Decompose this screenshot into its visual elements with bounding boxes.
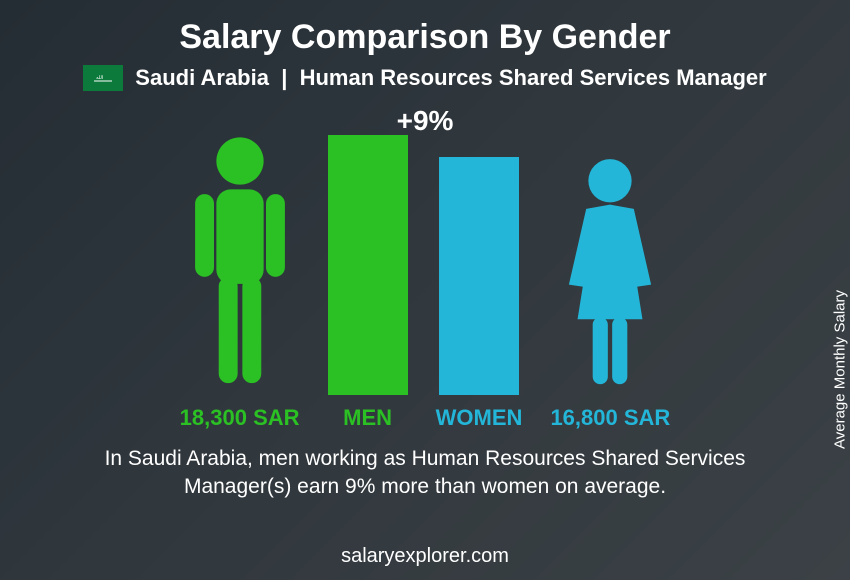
source-label: salaryexplorer.com [341,545,509,568]
women-bar-label: WOMEN [436,405,523,431]
page-title: Salary Comparison By Gender [179,18,670,57]
percentage-diff-label: +9% [397,105,454,137]
job-title-label: Human Resources Shared Services Manager [300,65,767,90]
women-salary-label: 16,800 SAR [550,405,670,431]
svg-text:الله: الله [96,75,103,81]
flag-icon: الله [83,65,123,91]
women-bar-column: WOMEN [436,157,523,431]
y-axis-label: Average Monthly Salary [832,290,849,449]
woman-icon [550,157,670,395]
country-label: Saudi Arabia [135,65,269,90]
main-content: Salary Comparison By Gender الله Saudi A… [0,0,850,580]
man-icon [180,135,300,395]
men-column: 18,300 SAR [180,135,300,431]
women-bar [439,157,519,395]
separator: | [281,65,287,90]
subtitle-text: Saudi Arabia | Human Resources Shared Se… [135,65,766,91]
description-text: In Saudi Arabia, men working as Human Re… [65,445,785,502]
chart-area: +9% 18,300 SAR MEN WOMEN [115,111,735,431]
men-salary-label: 18,300 SAR [180,405,300,431]
men-bar-column: MEN [328,135,408,431]
men-bar-label: MEN [343,405,392,431]
men-bar [328,135,408,395]
women-column: 16,800 SAR [550,157,670,431]
subtitle-row: الله Saudi Arabia | Human Resources Shar… [83,65,766,91]
